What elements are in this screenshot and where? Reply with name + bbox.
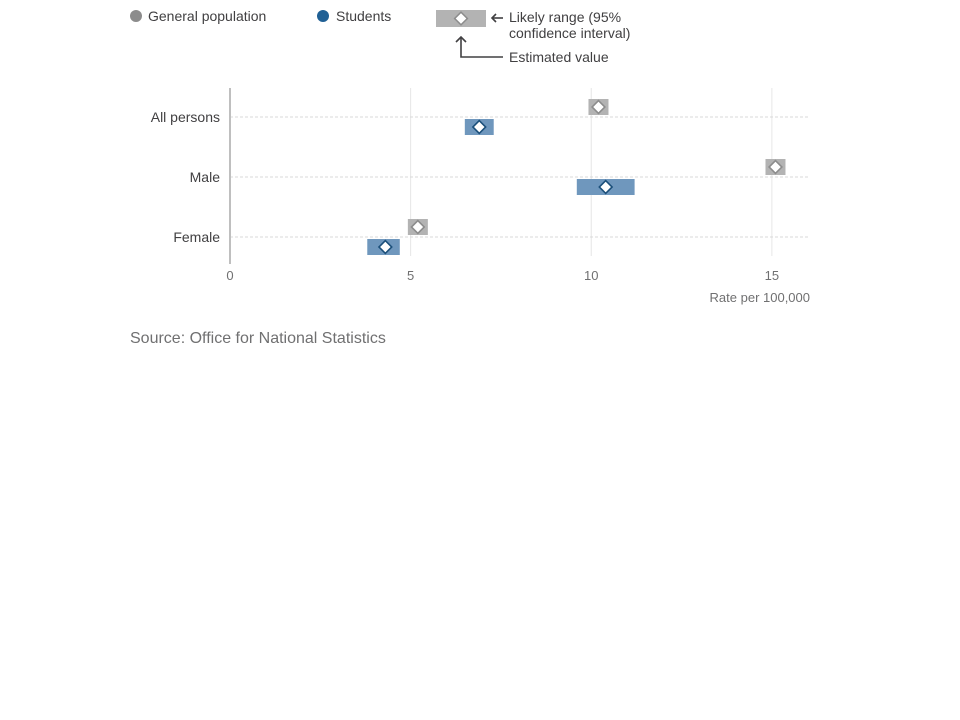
x-tick-label: 15 [765,268,779,283]
general-estimate-point [590,99,606,115]
range-legend-label-line2: confidence interval) [509,25,630,41]
legend: General population Students Likely range… [130,8,630,65]
category-label: Female [173,229,220,245]
chart: General population Students Likely range… [130,8,810,305]
source-note: Source: Office for National Statistics [130,330,386,347]
x-tick-label: 5 [407,268,414,283]
students-estimate-point [471,119,487,135]
students-estimate-point [377,239,393,255]
x-tick-label: 10 [584,268,598,283]
estimate-arrow-icon [455,35,503,58]
x-axis-title: Rate per 100,000 [710,290,810,305]
category-labels: All persons Male Female [151,109,220,245]
students-legend-swatch [317,10,329,22]
x-tick-label: 0 [226,268,233,283]
range-arrow-icon [490,13,503,23]
students-legend-label: Students [336,8,391,24]
range-legend-label-line1: Likely range (95% [509,9,621,25]
general-population-legend-label: General population [148,8,266,24]
students-estimate-point [598,179,614,195]
category-label: All persons [151,109,220,125]
gridlines [230,88,808,256]
data-marks [367,99,786,255]
range-legend-diamond-icon [453,11,469,26]
x-axis-ticks: 0 5 10 15 [226,268,779,283]
general-estimate-point [410,219,426,235]
estimate-legend-label: Estimated value [509,49,609,65]
general-estimate-point [767,159,783,175]
general-population-legend-swatch [130,10,142,22]
category-label: Male [190,169,221,185]
